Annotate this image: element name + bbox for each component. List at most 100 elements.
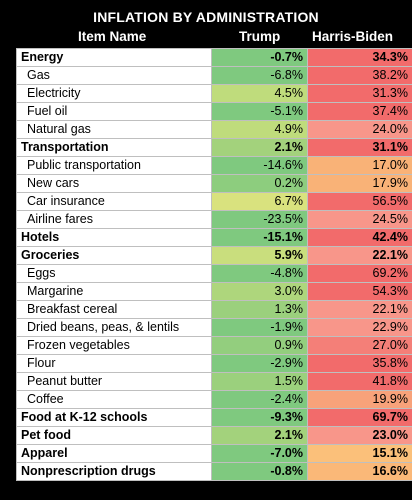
table-row: Airline fares -23.5% 24.5% [16, 210, 412, 229]
table-row: Dried beans, peas, & lentils -1.9% 22.9% [16, 318, 412, 337]
harris-biden-value-cell: 31.1% [307, 138, 412, 157]
trump-value-cell: 2.1% [211, 138, 308, 157]
table-row: Apparel -7.0% 15.1% [16, 444, 412, 463]
harris-biden-value-cell: 16.6% [307, 462, 412, 481]
harris-biden-value-cell: 17.0% [307, 156, 412, 175]
item-name-cell: Airline fares [16, 210, 212, 229]
trump-value-cell: 4.9% [211, 120, 308, 139]
item-name-cell: New cars [16, 174, 212, 193]
table-row: Energy -0.7% 34.3% [16, 48, 412, 67]
trump-value-cell: -6.8% [211, 66, 308, 85]
trump-value-cell: -0.7% [211, 48, 308, 67]
table-row: Fuel oil -5.1% 37.4% [16, 102, 412, 121]
harris-biden-value-cell: 34.3% [307, 48, 412, 67]
harris-biden-value-cell: 37.4% [307, 102, 412, 121]
harris-biden-value-cell: 17.9% [307, 174, 412, 193]
trump-value-cell: -2.4% [211, 390, 308, 409]
table-row: Car insurance 6.7% 56.5% [16, 192, 412, 211]
item-name-cell: Groceries [16, 246, 212, 265]
table-row: Frozen vegetables 0.9% 27.0% [16, 336, 412, 355]
item-name-cell: Public transportation [16, 156, 212, 175]
trump-value-cell: 0.9% [211, 336, 308, 355]
item-name-cell: Fuel oil [16, 102, 212, 121]
harris-biden-value-cell: 38.2% [307, 66, 412, 85]
table-row: Peanut butter 1.5% 41.8% [16, 372, 412, 391]
item-name-cell: Eggs [16, 264, 212, 283]
table-row: Transportation 2.1% 31.1% [16, 138, 412, 157]
item-name-cell: Frozen vegetables [16, 336, 212, 355]
harris-biden-value-cell: 15.1% [307, 444, 412, 463]
trump-value-cell: -14.6% [211, 156, 308, 175]
item-name-cell: Dried beans, peas, & lentils [16, 318, 212, 337]
item-name-cell: Apparel [16, 444, 212, 463]
table-row: Hotels -15.1% 42.4% [16, 228, 412, 247]
column-header-trump: Trump [239, 29, 281, 44]
table-row: Nonprescription drugs -0.8% 16.6% [16, 462, 412, 481]
item-name-cell: Car insurance [16, 192, 212, 211]
table-row: Pet food 2.1% 23.0% [16, 426, 412, 445]
table-header: INFLATION BY ADMINISTRATION Item Name Tr… [0, 0, 412, 48]
trump-value-cell: 6.7% [211, 192, 308, 211]
item-name-cell: Breakfast cereal [16, 300, 212, 319]
table-row: Food at K-12 schools -9.3% 69.7% [16, 408, 412, 427]
table-row: Gas -6.8% 38.2% [16, 66, 412, 85]
harris-biden-value-cell: 69.7% [307, 408, 412, 427]
trump-value-cell: -15.1% [211, 228, 308, 247]
table-row: Public transportation -14.6% 17.0% [16, 156, 412, 175]
item-name-cell: Nonprescription drugs [16, 462, 212, 481]
table-row: New cars 0.2% 17.9% [16, 174, 412, 193]
trump-value-cell: 1.3% [211, 300, 308, 319]
harris-biden-value-cell: 56.5% [307, 192, 412, 211]
trump-value-cell: 2.1% [211, 426, 308, 445]
item-name-cell: Electricity [16, 84, 212, 103]
harris-biden-value-cell: 27.0% [307, 336, 412, 355]
table-row: Coffee -2.4% 19.9% [16, 390, 412, 409]
harris-biden-value-cell: 22.9% [307, 318, 412, 337]
table-row: Eggs -4.8% 69.2% [16, 264, 412, 283]
inflation-table: Energy -0.7% 34.3% Gas -6.8% 38.2% Electricity… [16, 48, 412, 481]
harris-biden-value-cell: 22.1% [307, 246, 412, 265]
trump-value-cell: -4.8% [211, 264, 308, 283]
item-name-cell: Coffee [16, 390, 212, 409]
item-name-cell: Food at K-12 schools [16, 408, 212, 427]
table-body: Energy -0.7% 34.3% Gas -6.8% 38.2% Electricity… [16, 48, 412, 481]
column-header-harris-biden: Harris-Biden [312, 29, 394, 44]
item-name-cell: Transportation [16, 138, 212, 157]
trump-value-cell: -23.5% [211, 210, 308, 229]
harris-biden-value-cell: 23.0% [307, 426, 412, 445]
trump-value-cell: -9.3% [211, 408, 308, 427]
item-name-cell: Flour [16, 354, 212, 373]
table-row: Breakfast cereal 1.3% 22.1% [16, 300, 412, 319]
trump-value-cell: 3.0% [211, 282, 308, 301]
harris-biden-value-cell: 24.0% [307, 120, 412, 139]
harris-biden-value-cell: 24.5% [307, 210, 412, 229]
item-name-cell: Pet food [16, 426, 212, 445]
item-name-cell: Energy [16, 48, 212, 67]
harris-biden-value-cell: 69.2% [307, 264, 412, 283]
trump-value-cell: -1.9% [211, 318, 308, 337]
harris-biden-value-cell: 19.9% [307, 390, 412, 409]
trump-value-cell: -5.1% [211, 102, 308, 121]
harris-biden-value-cell: 42.4% [307, 228, 412, 247]
item-name-cell: Peanut butter [16, 372, 212, 391]
item-name-cell: Natural gas [16, 120, 212, 139]
trump-value-cell: 4.5% [211, 84, 308, 103]
harris-biden-value-cell: 22.1% [307, 300, 412, 319]
trump-value-cell: 1.5% [211, 372, 308, 391]
harris-biden-value-cell: 35.8% [307, 354, 412, 373]
table-row: Groceries 5.9% 22.1% [16, 246, 412, 265]
trump-value-cell: -2.9% [211, 354, 308, 373]
trump-value-cell: -7.0% [211, 444, 308, 463]
item-name-cell: Hotels [16, 228, 212, 247]
trump-value-cell: 5.9% [211, 246, 308, 265]
table-row: Electricity 4.5% 31.3% [16, 84, 412, 103]
table-row: Margarine 3.0% 54.3% [16, 282, 412, 301]
trump-value-cell: -0.8% [211, 462, 308, 481]
table-row: Flour -2.9% 35.8% [16, 354, 412, 373]
harris-biden-value-cell: 31.3% [307, 84, 412, 103]
harris-biden-value-cell: 41.8% [307, 372, 412, 391]
item-name-cell: Gas [16, 66, 212, 85]
harris-biden-value-cell: 54.3% [307, 282, 412, 301]
column-header-item-name: Item Name [78, 29, 147, 44]
